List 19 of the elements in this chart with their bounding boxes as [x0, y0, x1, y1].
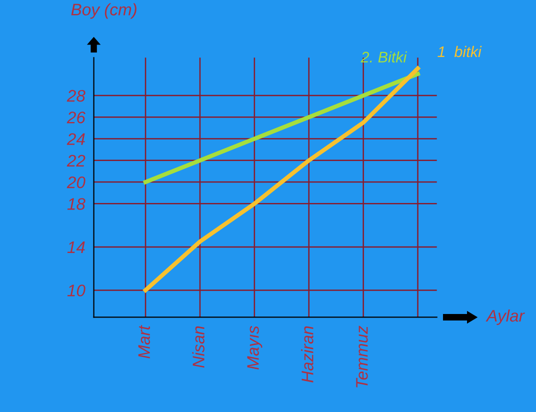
- y-tick-label: 22: [66, 154, 86, 166]
- y-axis-title: Boy (cm): [71, 3, 136, 19]
- y-tick-label: 14: [67, 242, 85, 253]
- y-tick-label: 28: [66, 90, 86, 102]
- y-tick-label: 24: [66, 133, 85, 145]
- y-tick-label: 18: [67, 198, 86, 210]
- series-label: 2. Bitki: [360, 51, 408, 63]
- y-tick-label: 20: [66, 176, 86, 188]
- x-tick-label: Temmuz: [356, 326, 368, 388]
- series-label: 1 bitki: [438, 46, 482, 58]
- y-tick-label: 26: [66, 112, 86, 124]
- line-series: [143, 72, 420, 184]
- x-tick-label: Haziran: [301, 326, 314, 382]
- x-axis-title: Aylar: [486, 309, 525, 325]
- x-tick-label: Mart: [138, 324, 150, 358]
- y-tick-label: 10: [67, 284, 86, 296]
- line-series: [143, 66, 420, 292]
- x-tick-label: Nisan: [192, 326, 204, 368]
- x-tick-label: Mayıs: [247, 326, 262, 370]
